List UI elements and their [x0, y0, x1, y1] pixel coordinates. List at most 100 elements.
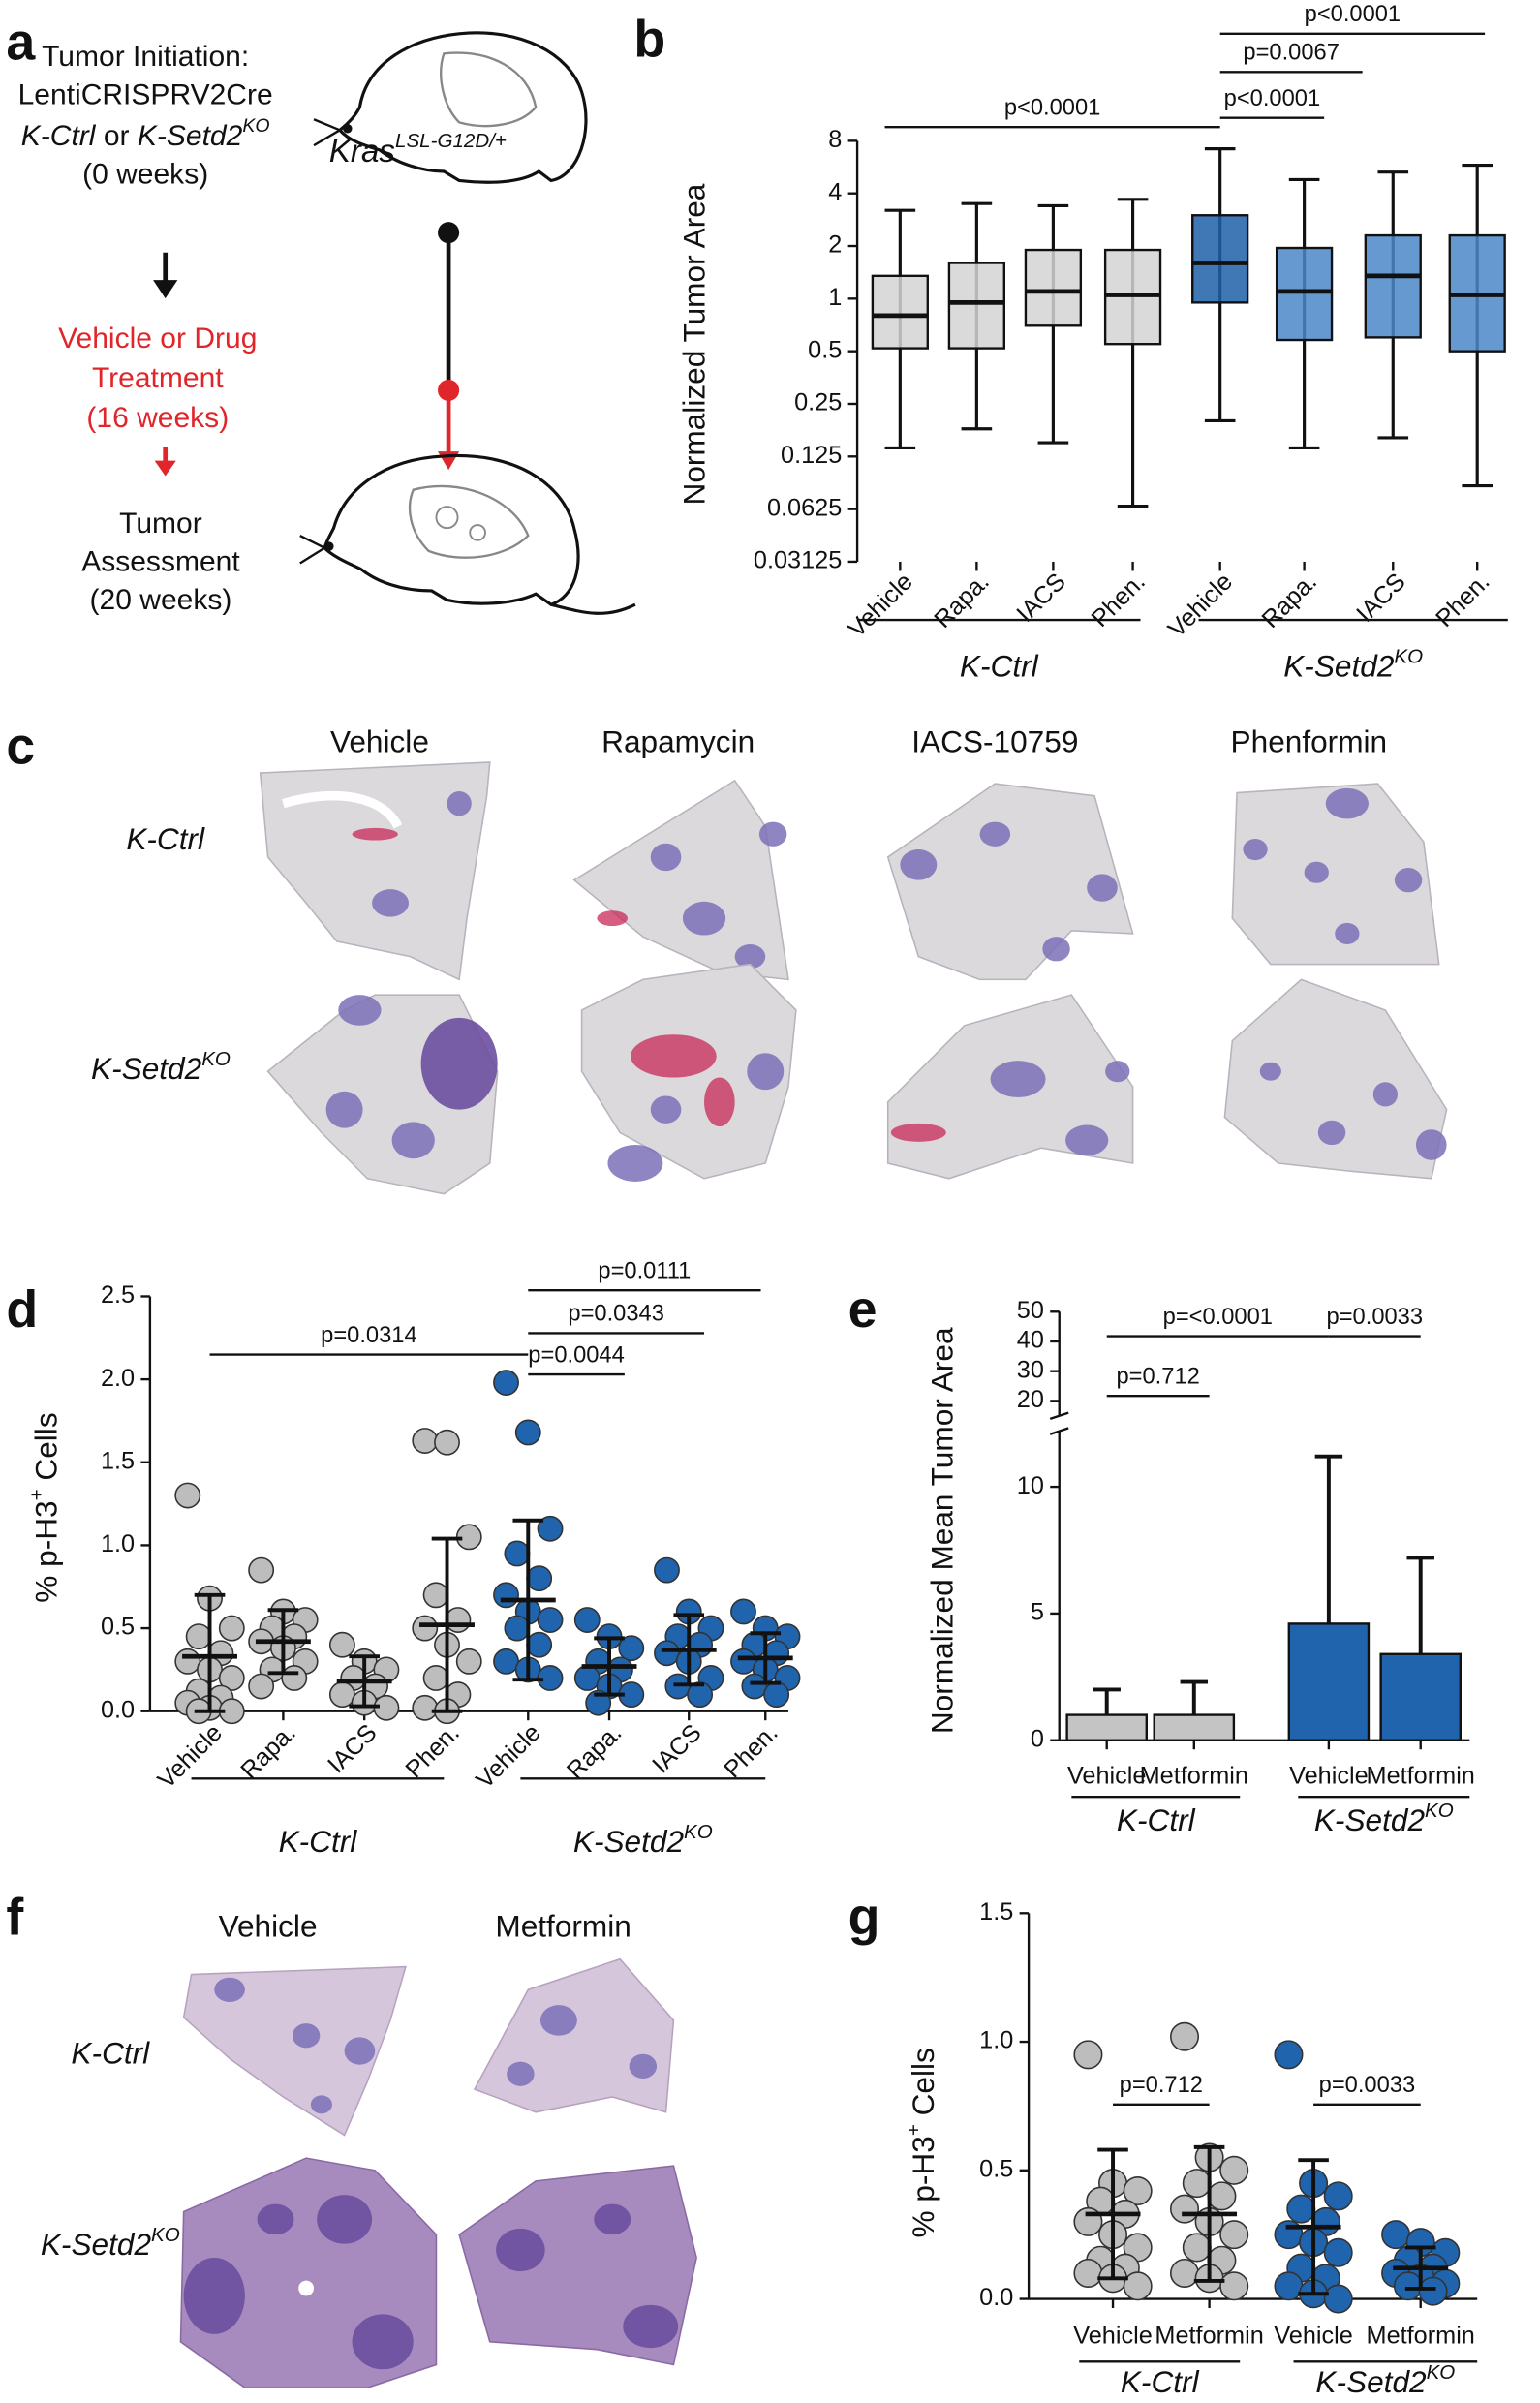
step-text: (20 weeks)	[90, 584, 232, 616]
y-tick-label: 0.0	[979, 2284, 1013, 2311]
data-point	[1323, 2181, 1353, 2211]
data-point	[654, 1556, 680, 1584]
step-text: (0 weeks)	[82, 159, 208, 191]
row-label: K-Setd2KO	[91, 1048, 231, 1086]
data-point	[573, 1607, 601, 1633]
y-tick-label: 1.5	[979, 1898, 1013, 1925]
text-part: K-Setd2	[573, 1825, 685, 1860]
data-point	[218, 1665, 245, 1691]
y-axis-label: Normalized Mean Tumor Area	[925, 1327, 960, 1734]
y-tick-label: 0.5	[808, 336, 842, 363]
data-point	[174, 1648, 201, 1675]
data-point	[741, 1673, 768, 1700]
box	[1364, 233, 1422, 339]
data-point	[445, 1607, 472, 1633]
significance-label: p=0.712	[1120, 2073, 1203, 2098]
row-label: K-Setd2KO	[41, 2224, 180, 2262]
panel-label: e	[848, 1280, 878, 1339]
whisker	[313, 129, 341, 147]
y-tick-label: 5	[1031, 1599, 1044, 1626]
column-header: Vehicle	[219, 1908, 318, 1943]
data-point	[585, 1689, 612, 1716]
panel-c: Vehicle Rapamycin IACS-10759 Phenformin …	[91, 724, 1448, 1195]
tissue-image	[179, 2157, 438, 2388]
y-tick-label: 1.5	[101, 1447, 135, 1474]
data-point	[514, 1419, 541, 1446]
significance-label: p=0.0033	[1327, 1305, 1423, 1330]
text-part: LSL-G12D/+	[395, 130, 507, 152]
tissue-image	[473, 1957, 675, 2113]
y-tick-label: 0.5	[979, 2155, 1013, 2182]
x-tick-label: Rapa.	[235, 1719, 300, 1784]
x-tick-label: IACS	[1351, 568, 1411, 628]
tissue-image	[1223, 978, 1448, 1180]
panel-label: g	[848, 1888, 880, 1946]
step-text: (16 weeks)	[86, 402, 229, 434]
step-text: Treatment	[92, 362, 224, 394]
y-tick-label: 0.125	[781, 442, 842, 469]
bar	[1379, 1652, 1462, 1741]
panel-label: f	[6, 1888, 23, 1946]
y-tick-label: 30	[1017, 1356, 1044, 1383]
text-part: K-Setd2	[41, 2227, 152, 2262]
significance-label: p=0.0343	[568, 1302, 663, 1327]
x-tick-label: Rapa.	[1257, 568, 1322, 632]
whisker	[313, 118, 341, 132]
data-point	[434, 1429, 460, 1456]
y-axis-label: % p-H3+ Cells	[25, 1412, 63, 1602]
text-part: KO	[201, 1048, 231, 1070]
column-header: Rapamycin	[601, 724, 755, 758]
x-tick-label: Rapa.	[929, 568, 994, 632]
text-part: +	[25, 1489, 47, 1500]
data-point	[328, 1631, 355, 1658]
x-tick-label: Vehicle	[843, 568, 917, 642]
data-point	[1219, 2271, 1249, 2301]
data-point	[537, 1607, 564, 1633]
text-part: K-Ctrl	[71, 2036, 150, 2071]
x-tick-label: Vehicle	[471, 1719, 545, 1794]
data-point	[1123, 2176, 1153, 2206]
x-tick-label: Phen.	[719, 1719, 783, 1783]
data-point	[422, 1582, 449, 1609]
y-tick-label: 0.03125	[754, 547, 842, 574]
data-point	[493, 1370, 519, 1396]
x-tick-label: Metformin	[1367, 1762, 1475, 1789]
data-point	[573, 1665, 601, 1691]
tissue-image	[580, 963, 797, 1182]
y-tick-label: 1.0	[979, 2027, 1013, 2054]
text-part: K-Setd2	[1314, 1802, 1426, 1837]
significance-label: p=0.0111	[598, 1258, 691, 1283]
y-tick-label: 8	[828, 126, 842, 153]
bar	[1287, 1622, 1371, 1741]
column-header: Vehicle	[330, 724, 429, 758]
step-text: LentiCRISPRV2Cre	[18, 78, 273, 110]
x-tick-label: IACS	[1011, 568, 1071, 628]
mouse-outline	[323, 453, 580, 606]
data-point	[504, 1540, 531, 1567]
mouse-tail	[550, 602, 636, 615]
significance-label: p<0.0001	[1004, 95, 1100, 120]
tissue-image	[886, 783, 1134, 981]
y-axis-label: Normalized Tumor Area	[676, 183, 711, 505]
y-tick-label: 0	[1031, 1725, 1044, 1752]
time-point	[438, 379, 460, 402]
y-tick-label: 2	[828, 231, 842, 259]
text-part: K-Ctrl	[21, 120, 97, 152]
mouse-label: KrasLSL-G12D/+	[329, 130, 507, 169]
x-tick-label: Metformin	[1367, 2323, 1475, 2350]
data-point	[1169, 2194, 1200, 2224]
data-point	[1286, 2194, 1316, 2224]
tissue-image	[886, 994, 1134, 1180]
mouse-nose	[343, 124, 353, 134]
text-part: KO	[151, 2224, 180, 2246]
data-point	[422, 1665, 449, 1691]
text-part: K-Ctrl	[1121, 2364, 1200, 2399]
data-point	[654, 1640, 680, 1667]
data-point	[537, 1515, 564, 1542]
tumor-outline	[435, 506, 459, 530]
x-tick-label: Vehicle	[1289, 1762, 1368, 1789]
panel-label: b	[633, 10, 665, 68]
data-point	[1123, 2271, 1153, 2301]
panel-a: Tumor Initiation: LentiCRISPRV2Cre K-Ctr…	[18, 31, 636, 616]
y-tick-label: 10	[1017, 1472, 1044, 1499]
